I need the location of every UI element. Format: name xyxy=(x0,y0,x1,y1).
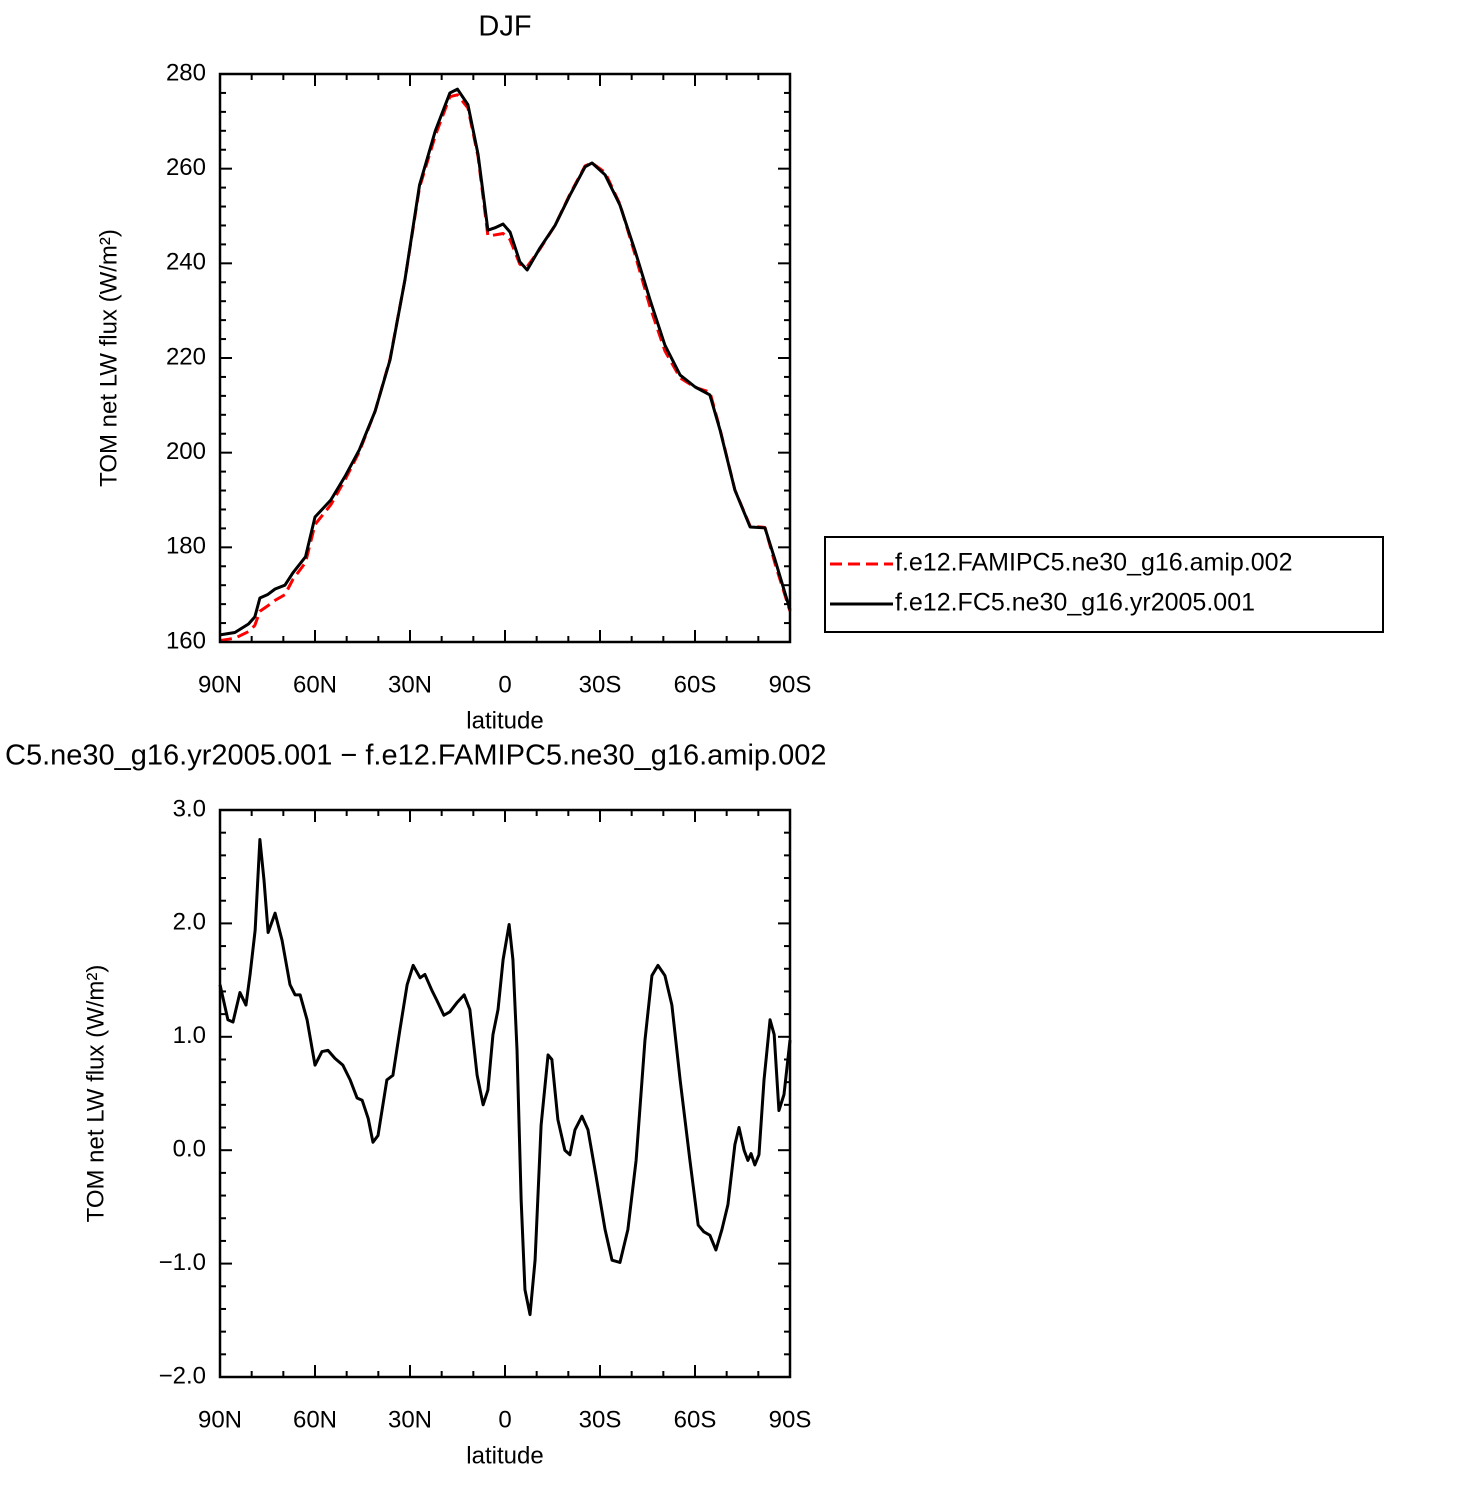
x-tick-label: 60N xyxy=(293,671,337,698)
y-tick-label: 200 xyxy=(166,438,206,465)
y-axis-label: TOM net LW flux (W/m²) xyxy=(95,229,122,487)
x-tick-label: 30N xyxy=(388,1406,432,1433)
x-axis-label: latitude xyxy=(466,707,543,734)
legend-label: f.e12.FAMIPC5.ne30_g16.amip.002 xyxy=(895,549,1293,577)
legend-label: f.e12.FC5.ne30_g16.yr2005.001 xyxy=(895,589,1255,617)
data-line xyxy=(219,87,792,637)
chart-title: C5.ne30_g16.yr2005.001 − f.e12.FAMIPC5.n… xyxy=(5,740,826,772)
data-line xyxy=(218,837,792,1317)
x-tick-label: 90N xyxy=(198,1406,242,1433)
y-tick-label: 2.0 xyxy=(173,909,206,936)
x-tick-label: 30S xyxy=(579,1406,622,1433)
x-tick-label: 0 xyxy=(498,1406,511,1433)
x-tick-label: 60N xyxy=(293,1406,337,1433)
legend-box xyxy=(824,536,1384,633)
y-tick-label: 3.0 xyxy=(173,795,206,822)
y-tick-label: 220 xyxy=(166,343,206,370)
plot-frame xyxy=(218,72,792,644)
y-tick-label: 180 xyxy=(166,533,206,560)
y-tick-label: 240 xyxy=(166,249,206,276)
x-tick-label: 30N xyxy=(388,671,432,698)
x-tick-label: 60S xyxy=(674,671,717,698)
x-tick-label: 90S xyxy=(769,671,812,698)
y-tick-label: −2.0 xyxy=(159,1362,206,1389)
x-axis-label: latitude xyxy=(466,1442,543,1469)
y-tick-label: 0.0 xyxy=(173,1136,206,1163)
x-tick-label: 60S xyxy=(674,1406,717,1433)
x-tick-label: 90N xyxy=(198,671,242,698)
x-tick-label: 30S xyxy=(579,671,622,698)
plot-frame xyxy=(218,808,792,1379)
y-tick-label: −1.0 xyxy=(159,1249,206,1276)
y-tick-label: 160 xyxy=(166,627,206,654)
y-tick-label: 260 xyxy=(166,154,206,181)
y-tick-label: 1.0 xyxy=(173,1022,206,1049)
chart-title: DJF xyxy=(478,11,531,43)
x-tick-label: 0 xyxy=(498,671,511,698)
y-tick-label: 280 xyxy=(166,59,206,86)
x-tick-label: 90S xyxy=(769,1406,812,1433)
data-line xyxy=(219,93,792,643)
y-axis-label: TOM net LW flux (W/m²) xyxy=(82,965,109,1223)
